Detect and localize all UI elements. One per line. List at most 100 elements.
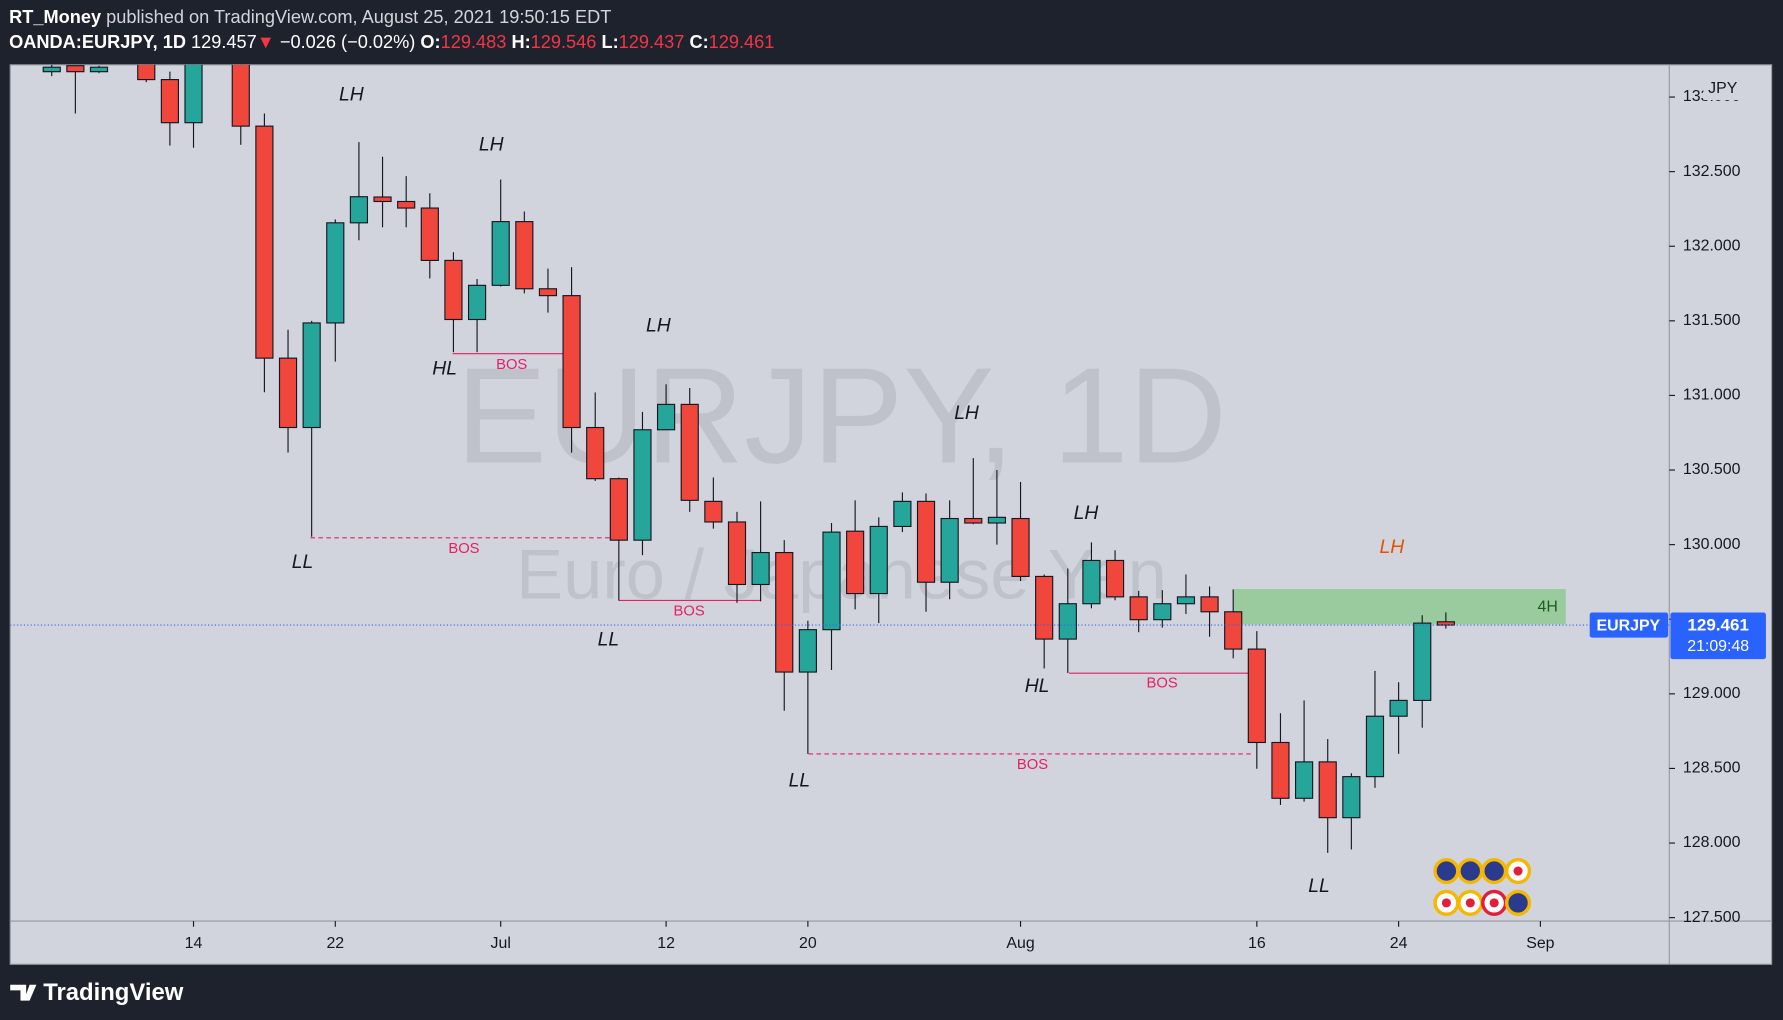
candle-body <box>1176 596 1196 605</box>
swing-label: LL <box>292 552 314 573</box>
candle-body <box>373 196 392 203</box>
candle-body <box>349 196 369 224</box>
event-dot <box>1513 866 1523 876</box>
o-key: O: <box>420 32 440 52</box>
zone-4h <box>1233 589 1566 625</box>
candle-body <box>1318 761 1337 819</box>
x-tick-label: 24 <box>1390 935 1408 952</box>
y-tick-label: 128.000 <box>1683 834 1741 851</box>
candle-body <box>160 79 179 124</box>
x-tick-label: Jul <box>491 935 511 952</box>
candle-body <box>869 525 888 595</box>
candle-body <box>515 221 534 290</box>
x-tick-label: 22 <box>326 935 344 952</box>
c-value: 129.461 <box>709 32 775 52</box>
candle-body <box>255 125 274 359</box>
watermark: EURJPY, 1D <box>456 338 1227 491</box>
bos-label: BOS <box>1017 757 1048 773</box>
candle-body <box>987 516 1007 524</box>
axis-label: JPY <box>1708 80 1738 97</box>
swing-label: LL <box>598 629 620 650</box>
candle-body <box>1105 559 1125 598</box>
bos-label: BOS <box>448 541 479 557</box>
candle-body <box>657 403 676 431</box>
candle-body <box>940 517 959 583</box>
y-tick-label: 127.500 <box>1683 909 1741 926</box>
candle-body <box>326 222 345 324</box>
swing-label: HL <box>1025 676 1050 697</box>
candle-body <box>893 500 912 528</box>
change: −0.026 (−0.02%) <box>280 32 416 52</box>
candle-body <box>822 531 841 631</box>
candle-body <box>1294 761 1314 799</box>
price-label: 129.461 <box>1687 616 1749 635</box>
candle-body <box>1342 776 1361 819</box>
swing-label: HL <box>432 359 457 380</box>
candle-body <box>680 403 699 501</box>
candle-body <box>751 551 770 586</box>
published: published on TradingView.com, August 25,… <box>106 7 611 27</box>
y-tick-label: 131.000 <box>1683 387 1741 404</box>
swing-label: LL <box>1308 876 1330 897</box>
event-dot <box>1489 898 1499 908</box>
o-value: 129.483 <box>441 32 507 52</box>
candle-body <box>633 429 652 541</box>
c-key: C: <box>689 32 708 52</box>
logo <box>10 984 37 1001</box>
footer: TradingView <box>10 979 184 1006</box>
candle-body <box>420 207 439 261</box>
events <box>1433 857 1532 916</box>
brand: TradingView <box>43 979 184 1006</box>
swing-label: LH <box>646 315 671 336</box>
event-icon <box>1481 857 1508 885</box>
candle-body <box>1011 517 1030 577</box>
candle-body <box>846 530 865 595</box>
y-tick-label: 130.500 <box>1683 461 1741 478</box>
bos-label: BOS <box>496 357 527 373</box>
last: 129.457 <box>191 32 257 52</box>
author: RT_Money <box>9 7 102 27</box>
h-key: H: <box>511 32 530 52</box>
x-tick-label: Aug <box>1006 935 1034 952</box>
symbol: OANDA:EURJPY, 1D <box>9 32 186 52</box>
candle-body <box>1129 596 1148 621</box>
candle-body <box>1365 715 1385 778</box>
candle-body <box>538 288 558 297</box>
candle-body <box>1247 648 1266 744</box>
event-dot <box>1441 898 1451 908</box>
candle-body <box>1153 603 1172 621</box>
y-tick-label: 129.000 <box>1683 685 1741 702</box>
x-tick-label: 16 <box>1248 935 1266 952</box>
candle-body <box>609 478 628 541</box>
watermark-sub: Euro / Japanese Yen <box>516 535 1167 614</box>
ohlc-line: OANDA:EURJPY, 1D 129.457▼ −0.026 (−0.02%… <box>9 32 774 52</box>
candle-body <box>467 284 487 321</box>
bos-label: BOS <box>1147 675 1178 691</box>
x-tick-label: 12 <box>657 935 675 952</box>
candle-body <box>1436 621 1455 626</box>
y-tick-label: 132.500 <box>1683 163 1741 180</box>
candle-body <box>1389 699 1408 717</box>
bos-label: BOS <box>673 604 704 620</box>
candle-body <box>397 200 416 209</box>
candle-body <box>1058 603 1077 640</box>
chart-panel <box>9 64 1773 965</box>
h-value: 129.546 <box>531 32 597 52</box>
event-icon <box>1457 857 1484 885</box>
price-box <box>1670 612 1766 660</box>
candle-body <box>137 64 156 81</box>
swing-label: LH <box>954 403 979 424</box>
plot <box>10 64 1670 853</box>
swing-label: LH <box>1379 537 1404 558</box>
candle-body <box>1035 575 1054 640</box>
candle-body <box>562 295 581 429</box>
y-tick-label: 130.000 <box>1683 536 1741 553</box>
candle-body <box>704 500 723 523</box>
candle-body <box>775 551 794 673</box>
candle-body <box>444 259 463 321</box>
candle-body <box>278 357 298 429</box>
candle-body <box>727 521 747 586</box>
publish-line: RT_Money published on TradingView.com, A… <box>9 7 611 27</box>
arrow: ▼ <box>257 32 275 52</box>
